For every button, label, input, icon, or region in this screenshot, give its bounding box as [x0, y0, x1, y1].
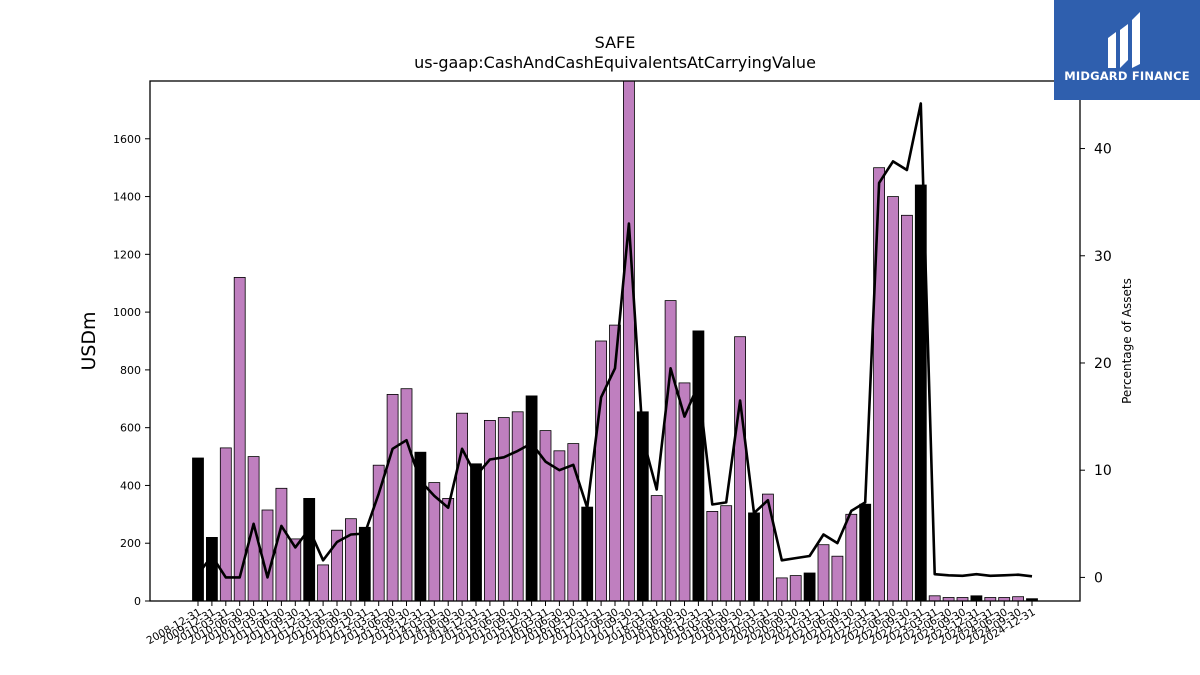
bar-2017-03-31	[595, 340, 607, 602]
y-axis-label: USDm	[78, 311, 100, 370]
bar-2018-12-31	[692, 330, 705, 602]
bar-2013-09-30	[400, 388, 413, 602]
y2-axis-label: Percentage of Assets	[1120, 278, 1134, 404]
y-tick-label: 400	[120, 479, 141, 492]
chart-subtitle: us-gaap:CashAndCashEquivalentsAtCarrying…	[414, 53, 816, 72]
bar-2020-09-30	[789, 575, 802, 602]
bar-2010-06-30	[233, 276, 246, 602]
bars-layer	[192, 80, 1038, 602]
bar-2015-09-30	[511, 411, 524, 602]
bar-2012-12-31	[358, 526, 371, 602]
bar-2019-09-30	[734, 336, 746, 602]
bar-2022-06-30	[887, 196, 899, 602]
bar-2015-03-31	[483, 419, 496, 602]
bar-2020-03-31	[762, 493, 774, 602]
bar-2021-06-30	[831, 555, 844, 602]
bar-2013-06-30	[386, 393, 399, 602]
bar-2019-03-31	[706, 510, 719, 602]
bar-2018-06-30	[664, 300, 677, 602]
y-tick-label: 1000	[113, 306, 141, 319]
y-tick-label: 1200	[113, 248, 141, 261]
bar-2022-03-31	[873, 167, 885, 602]
y2-tick-label: 30	[1094, 249, 1112, 265]
brand-logo: MIDGARD FINANCE	[1054, 0, 1200, 100]
bar-2009-12-31	[205, 537, 218, 602]
bar-2020-06-30	[775, 577, 788, 602]
y-tick-label: 200	[120, 537, 141, 550]
y2-tick-label: 0	[1094, 570, 1103, 586]
bar-2016-12-31	[581, 506, 594, 602]
y-tick-label: 1400	[113, 191, 141, 204]
bar-2011-03-31	[261, 509, 274, 602]
y-tick-label: 800	[120, 364, 141, 377]
bar-2019-06-30	[720, 505, 733, 602]
percentage-line	[196, 102, 1033, 579]
bar-2014-09-30	[456, 412, 469, 602]
bar-2011-12-31	[303, 497, 316, 602]
bar-2016-06-30	[553, 450, 566, 602]
plot-frame	[149, 80, 1081, 602]
y2-tick-label: 20	[1094, 356, 1112, 372]
bar-2023-03-31	[928, 595, 941, 602]
bar-2018-03-31	[650, 495, 663, 602]
bar-2012-09-30	[344, 518, 357, 602]
bar-2014-06-30	[442, 497, 455, 602]
bar-2019-12-31	[748, 512, 760, 602]
bar-2015-06-30	[497, 417, 510, 602]
bar-2013-12-31	[414, 451, 427, 602]
y-tick-label: 1600	[113, 133, 141, 146]
bar-2021-03-31	[817, 544, 830, 602]
midgard-m-icon	[1108, 12, 1140, 68]
y-tick-label: 0	[134, 595, 141, 608]
bar-2014-12-31	[470, 463, 482, 602]
bar-2020-12-31	[803, 572, 816, 602]
axes-layer: 0200400600800100012001400160001020304020…	[113, 133, 1112, 647]
y-tick-label: 600	[120, 422, 141, 435]
y2-tick-label: 10	[1094, 463, 1112, 479]
chart-title: SAFE	[595, 33, 636, 52]
line-layer	[196, 102, 1033, 579]
bar-2008-12-31	[192, 457, 204, 602]
bar-2021-09-30	[845, 513, 858, 602]
bar-2017-09-30	[623, 80, 635, 602]
bar-2022-09-30	[901, 214, 913, 602]
bar-2012-03-31	[317, 564, 330, 602]
brand-name: MIDGARD FINANCE	[1064, 69, 1190, 83]
y2-tick-label: 40	[1094, 142, 1112, 158]
bar-2015-12-31	[525, 395, 538, 602]
bar-2021-12-31	[859, 503, 872, 602]
bar-2023-12-31	[970, 595, 983, 602]
